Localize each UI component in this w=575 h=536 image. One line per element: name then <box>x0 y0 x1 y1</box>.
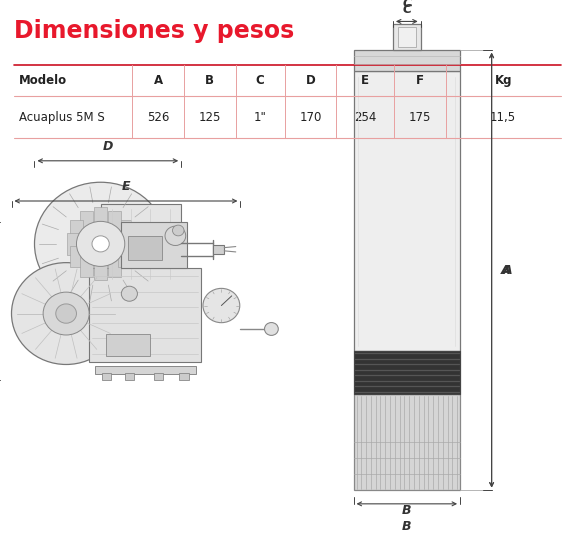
Bar <box>213 245 224 254</box>
Text: 526: 526 <box>147 111 169 124</box>
Text: D: D <box>102 140 113 153</box>
Bar <box>94 259 107 280</box>
Text: Modelo: Modelo <box>19 75 67 87</box>
Bar <box>108 211 121 232</box>
Text: F: F <box>416 75 424 87</box>
Text: A: A <box>503 264 512 277</box>
Circle shape <box>43 292 89 335</box>
Bar <box>354 394 460 490</box>
Bar <box>128 236 162 260</box>
Bar <box>354 71 460 351</box>
Bar <box>179 373 189 380</box>
Text: 254: 254 <box>354 111 376 124</box>
Text: C: C <box>402 3 411 16</box>
Circle shape <box>34 182 167 306</box>
Text: B: B <box>402 504 412 517</box>
Bar <box>118 220 131 242</box>
Bar <box>94 207 107 229</box>
Bar <box>393 24 421 50</box>
Bar <box>106 334 150 356</box>
Circle shape <box>56 304 76 323</box>
Circle shape <box>92 236 109 252</box>
Bar <box>354 351 460 394</box>
Text: E: E <box>361 75 369 87</box>
Bar <box>398 27 416 47</box>
Text: 11,5: 11,5 <box>490 111 516 124</box>
Text: 1": 1" <box>254 111 267 124</box>
Circle shape <box>172 225 184 236</box>
Bar <box>154 373 163 380</box>
Text: Dimensiones y pesos: Dimensiones y pesos <box>14 19 294 43</box>
Circle shape <box>76 221 125 266</box>
Bar <box>354 50 460 71</box>
Circle shape <box>165 226 186 245</box>
Bar <box>67 233 79 255</box>
Text: Acuaplus 5M S: Acuaplus 5M S <box>19 111 105 124</box>
Circle shape <box>121 286 137 301</box>
Bar <box>121 222 187 268</box>
Text: 170: 170 <box>300 111 321 124</box>
Text: E: E <box>122 181 130 193</box>
Text: B: B <box>205 75 214 87</box>
Text: A: A <box>154 75 163 87</box>
Text: A: A <box>501 264 511 277</box>
Text: Kg: Kg <box>494 75 512 87</box>
Text: 125: 125 <box>199 111 221 124</box>
Text: C: C <box>402 0 411 10</box>
Bar <box>125 373 134 380</box>
Bar <box>81 256 93 277</box>
Bar <box>118 246 131 267</box>
Bar <box>70 246 83 267</box>
Circle shape <box>12 263 121 364</box>
Bar <box>89 268 201 362</box>
Bar <box>81 211 93 232</box>
Bar <box>70 220 83 242</box>
Text: C: C <box>256 75 264 87</box>
Circle shape <box>264 323 278 336</box>
Bar <box>95 366 196 374</box>
Bar <box>102 373 111 380</box>
Bar <box>101 204 181 284</box>
Circle shape <box>203 288 240 323</box>
Text: B: B <box>402 520 412 533</box>
Text: D: D <box>306 75 315 87</box>
Bar <box>122 233 135 255</box>
Text: 175: 175 <box>409 111 431 124</box>
Bar <box>108 256 121 277</box>
